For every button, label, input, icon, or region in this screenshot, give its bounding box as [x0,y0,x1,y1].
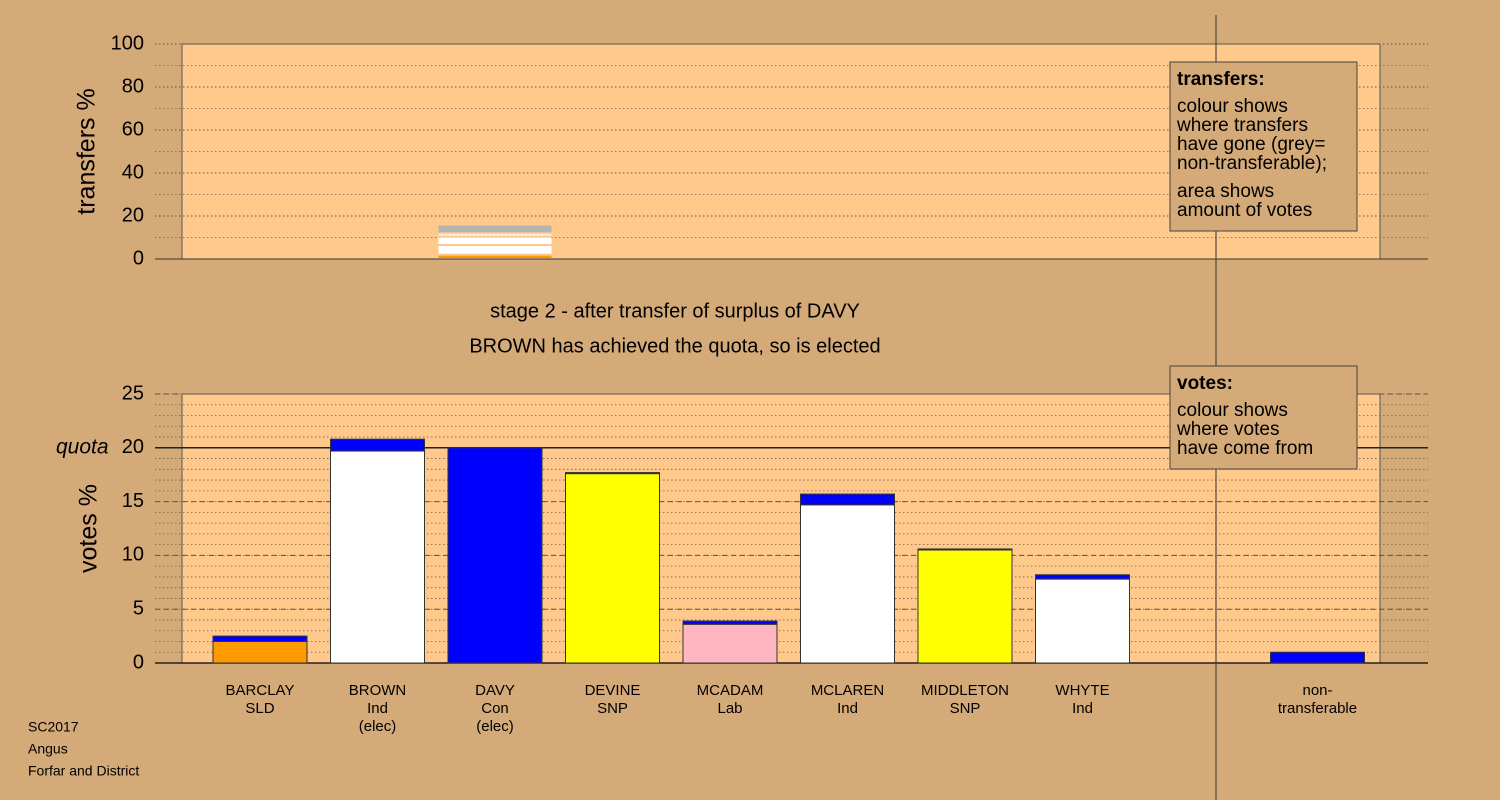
transfer-segment [438,234,552,236]
transfer-bar [682,620,778,625]
x-tick-label: Lab [717,700,742,717]
y-tick-label: 80 [122,75,144,97]
vote-bar [917,549,1013,664]
y-tick-label: 40 [122,161,144,183]
legend-text: where transfers [1176,115,1308,136]
vote-bar [212,640,308,664]
x-tick-label: (elec) [359,718,397,735]
y-tick-label: 10 [122,544,144,566]
y-axis-title: votes % [75,484,103,573]
x-tick-label: non- [1302,682,1332,699]
y-tick-label: 0 [133,651,144,673]
legend-title: transfers: [1177,69,1265,90]
transfer-bar [1270,651,1365,664]
x-tick-label: MIDDLETON [921,682,1009,699]
footer-text: Forfar and District [28,763,139,779]
vote-bar [1035,578,1130,664]
subtitle: BROWN has achieved the quota, so is elec… [469,335,880,357]
transfer-segment [438,237,552,245]
y-tick-label: 0 [133,247,144,269]
legend-text: have gone (grey= [1177,134,1325,155]
vote-bar [565,473,660,664]
x-tick-label: WHYTE [1055,682,1109,699]
legend-box [1169,61,1358,232]
x-tick-label: (elec) [476,718,514,735]
transfer-bar [1035,574,1130,580]
x-tick-label: DEVINE [585,682,641,699]
legend-text: amount of votes [1177,200,1312,221]
x-tick-label: BROWN [349,682,407,699]
x-tick-label: Ind [367,700,388,717]
x-tick-label: Ind [1072,700,1093,717]
x-tick-label: MCADAM [697,682,764,699]
transfer-bar [800,493,895,506]
legend-text: have come from [1177,438,1313,459]
legend-text: where votes [1176,419,1279,440]
transfer-bar [565,472,660,475]
x-tick-label: transferable [1278,700,1357,717]
vote-bar [447,447,543,664]
vote-bar [682,623,778,664]
x-tick-label: MCLAREN [811,682,884,699]
legend-text: colour shows [1177,96,1288,117]
transfer-segment [438,246,552,254]
y-tick-label: 20 [122,436,144,458]
vote-bar [330,450,425,664]
transfer-segment [438,255,552,258]
y-tick-label: 5 [133,597,144,619]
transfer-bar [917,548,1013,551]
legend-title: votes: [1177,373,1233,394]
y-tick-label: 20 [122,204,144,226]
y-axis-title: transfers % [73,88,101,214]
footer-text: SC2017 [28,719,79,735]
subtitle: stage 2 - after transfer of surplus of D… [490,300,860,322]
x-tick-label: DAVY [475,682,515,699]
legend-text: non-transferable); [1177,153,1327,174]
x-tick-label: Ind [837,700,858,717]
footer-text: Angus [28,741,68,757]
legend-box [1169,365,1358,470]
y-tick-label: 15 [122,490,144,512]
vote-bar [800,504,895,664]
transfer-bar [212,635,308,642]
legend-text: colour shows [1177,400,1288,421]
transfer-bar [330,438,425,452]
x-tick-label: SLD [245,700,274,717]
x-tick-label: Con [481,700,509,717]
y-tick-label: 25 [122,382,144,404]
y-tick-label: 100 [111,32,144,54]
y-tick-label: 60 [122,118,144,140]
transfer-segment [438,225,552,233]
quota-label: quota [56,435,109,458]
x-tick-label: SNP [597,700,628,717]
x-tick-label: BARCLAY [226,682,295,699]
x-tick-label: SNP [950,700,981,717]
legend-text: area shows [1177,181,1274,202]
